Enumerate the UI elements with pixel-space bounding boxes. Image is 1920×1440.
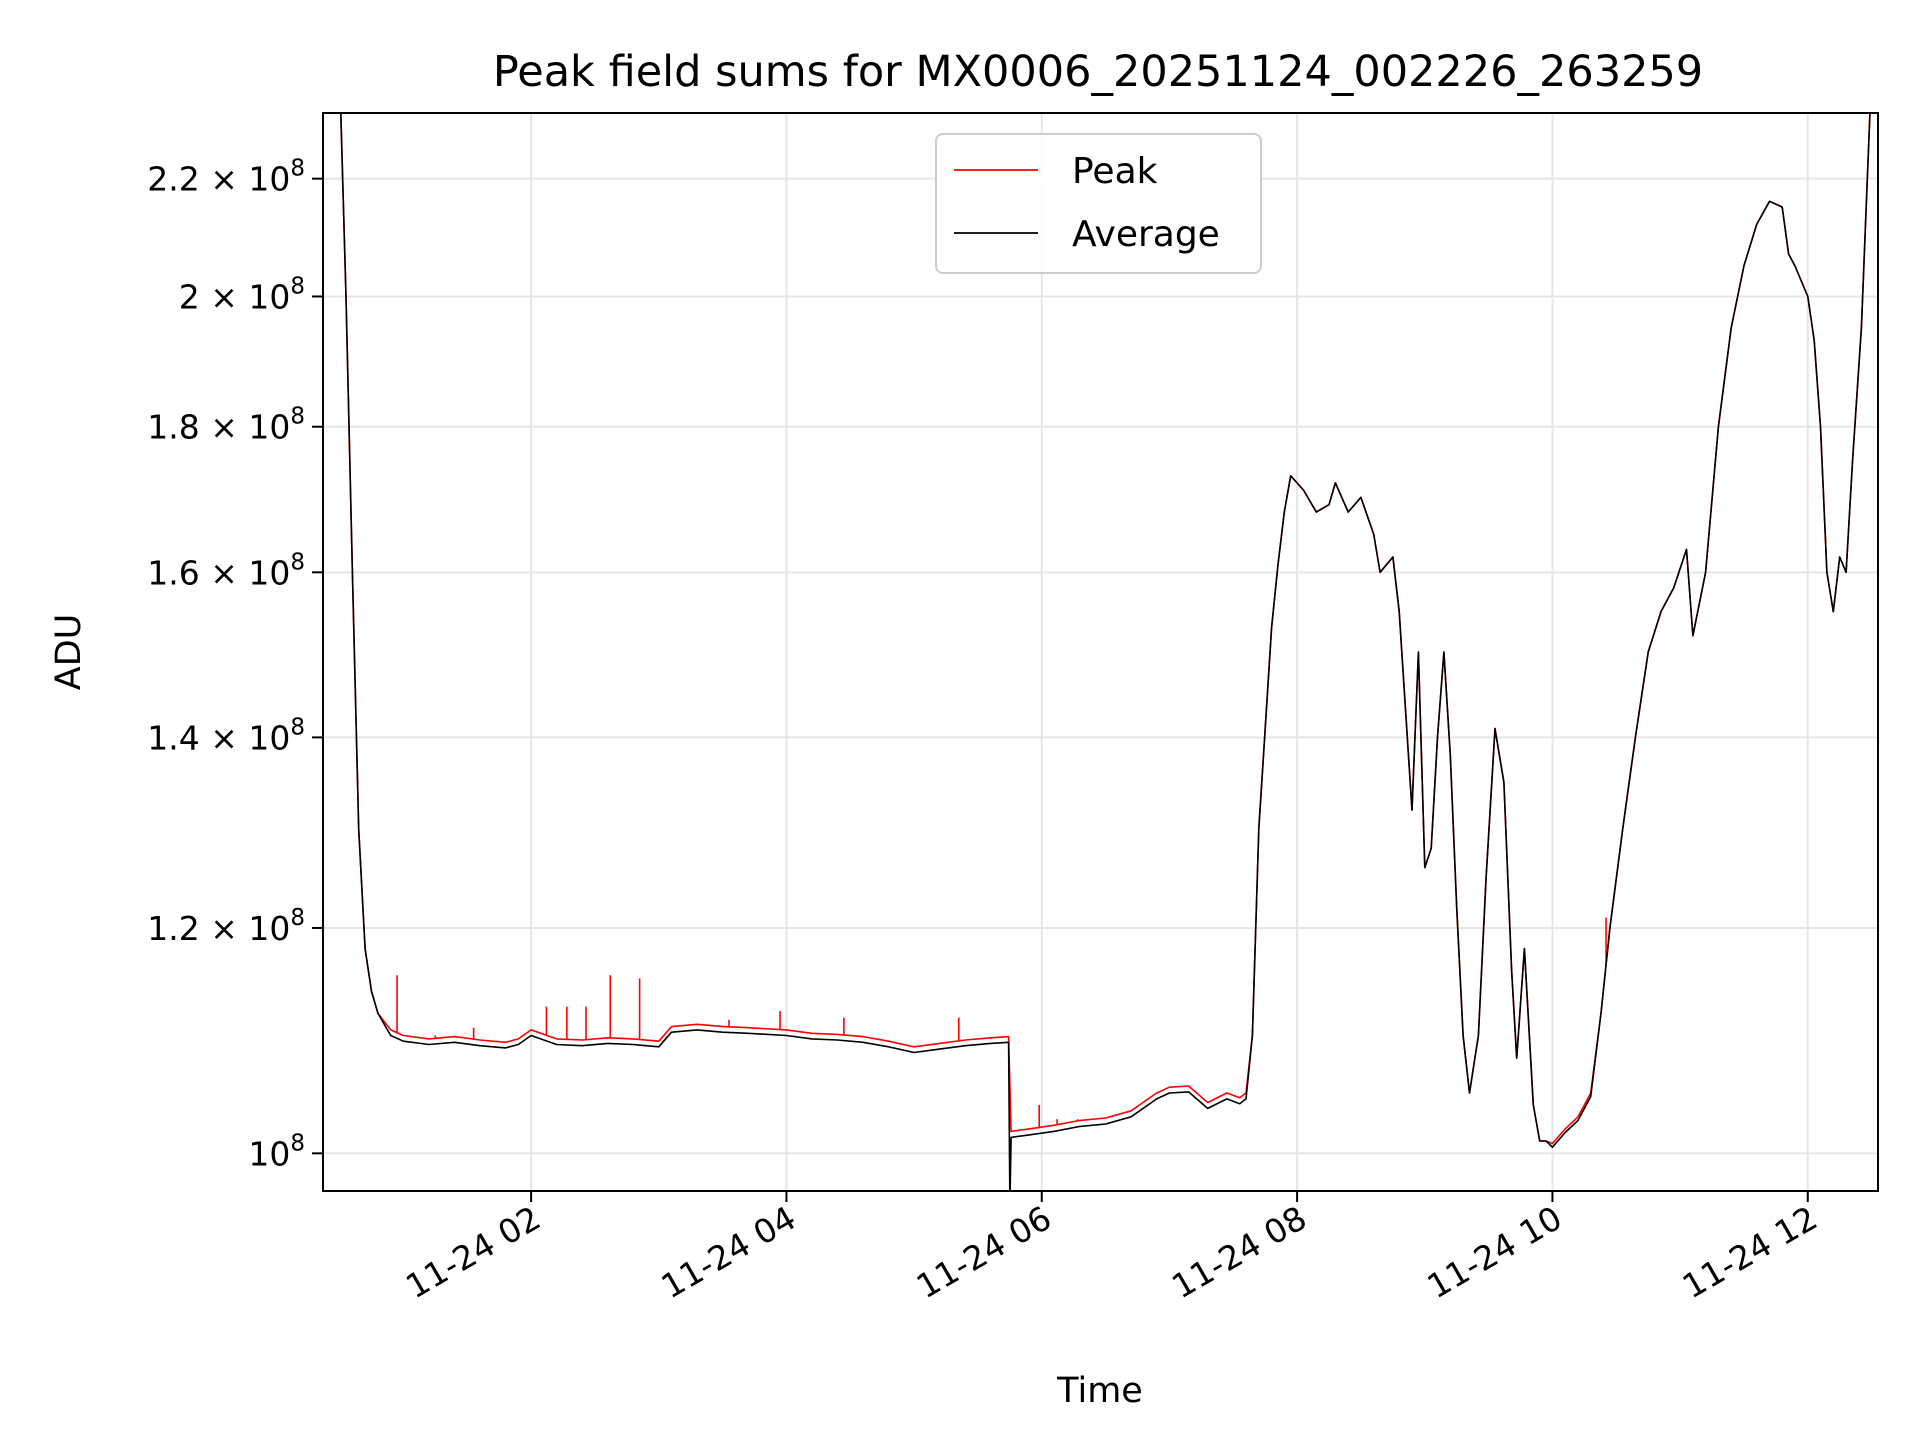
y-tick-label: 1.8 × 108	[147, 404, 305, 447]
y-tick-label: 1.4 × 108	[147, 714, 305, 757]
plot-frame	[322, 112, 1879, 1192]
grid-y	[323, 177, 1878, 1155]
y-tick-label: 108	[248, 1130, 305, 1173]
series-spikes-peak	[396, 917, 1607, 1128]
y-tick-label: 1.2 × 108	[147, 905, 305, 948]
chart-title: Peak field sums for MX0006_20251124_0022…	[493, 47, 1703, 97]
x-axis-label: Time	[1056, 1371, 1143, 1411]
series-line-average	[339, 113, 1871, 1191]
y-tick-label: 1.6 × 108	[147, 549, 305, 592]
legend-label-peak: Peak	[1072, 151, 1158, 192]
legend-box	[935, 133, 1262, 274]
legend-label-average: Average	[1072, 214, 1220, 255]
y-axis-ticks: 108 1.2 × 108 1.4 × 108 1.6 × 108 1.8 × 108 2…	[147, 156, 323, 1173]
y-tick-label: 2 × 108	[179, 273, 305, 316]
grid-x	[530, 113, 1809, 1191]
y-tick-label: 2.2 × 108	[147, 156, 305, 199]
legend: Peak Average	[935, 133, 1262, 274]
y-axis-label: ADU	[49, 614, 89, 691]
